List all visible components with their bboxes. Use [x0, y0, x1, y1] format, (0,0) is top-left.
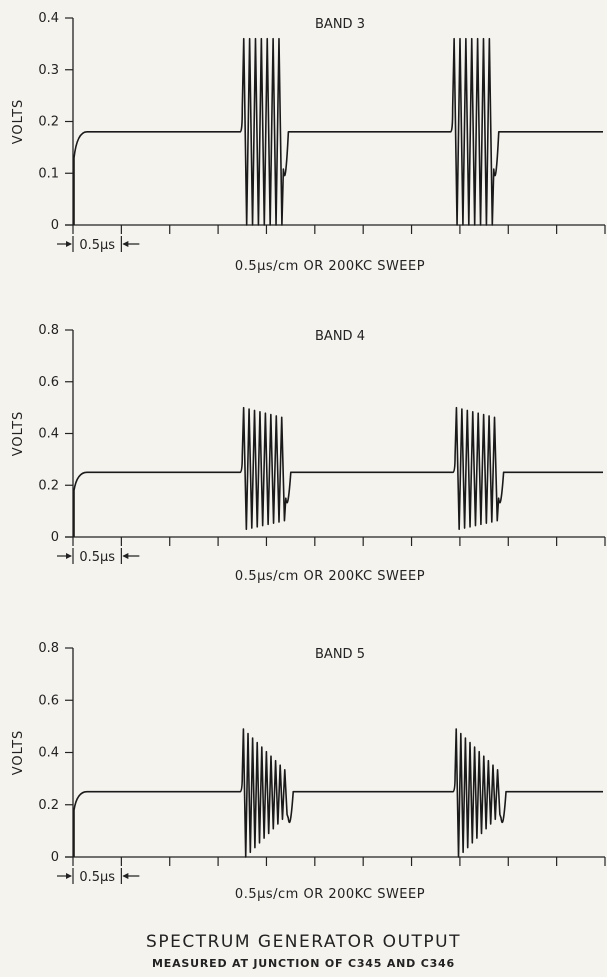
y-tick-label: 0.2: [38, 478, 59, 493]
y-tick-label: 0.4: [38, 11, 59, 26]
sweep-label: 0.5μs/cm OR 200KC SWEEP: [235, 569, 425, 584]
band-title: BAND 3: [315, 17, 365, 32]
scale-arrowhead-left: [66, 873, 72, 879]
y-tick-label: 0.2: [38, 115, 59, 130]
waveform-trace: [73, 37, 603, 226]
figure-caption-title: SPECTRUM GENERATOR OUTPUT: [146, 932, 461, 952]
y-axis-label: VOLTS: [11, 411, 26, 457]
y-tick-label: 0: [51, 530, 59, 545]
band-title: BAND 5: [315, 647, 365, 662]
waveform-trace: [73, 728, 603, 858]
y-tick-label: 0.4: [38, 746, 59, 761]
scale-arrowhead-right: [122, 873, 129, 879]
y-tick-label: 0.1: [38, 166, 59, 181]
figure-caption-subtitle: MEASURED AT JUNCTION OF C345 AND C346: [152, 957, 455, 970]
y-tick-label: 0.2: [38, 798, 59, 813]
chart-panel-3: 0 0.1 0.2 0.3 0.4 VOLTS BAND 3 0.5μs 0.5μs/cm OR…: [11, 11, 606, 274]
y-tick-label: 0: [51, 218, 59, 233]
y-tick-label: 0.8: [38, 323, 59, 338]
y-axis-label: VOLTS: [11, 730, 26, 776]
y-tick-label: 0: [51, 850, 59, 865]
scale-arrowhead-left: [66, 241, 72, 247]
chart-panel-5: 0 0.2 0.4 0.6 0.8 VOLTS BAND 5 0.5μs 0.5μs/cm OR…: [11, 641, 606, 902]
y-axis-label: VOLTS: [11, 99, 26, 145]
scale-marker-label: 0.5μs: [79, 550, 115, 565]
scale-marker-label: 0.5μs: [79, 238, 115, 253]
sweep-label: 0.5μs/cm OR 200KC SWEEP: [235, 259, 425, 274]
chart-panel-4: 0 0.2 0.4 0.6 0.8 VOLTS BAND 4 0.5μs 0.5μs/cm OR…: [11, 323, 606, 584]
y-tick-label: 0.8: [38, 641, 59, 656]
scale-arrowhead-right: [122, 241, 129, 247]
y-tick-label: 0.6: [38, 375, 59, 390]
y-tick-label: 0.4: [38, 427, 59, 442]
waveform-trace: [73, 406, 603, 537]
scale-arrowhead-right: [122, 553, 129, 559]
scale-arrowhead-left: [66, 553, 72, 559]
y-tick-label: 0.3: [38, 63, 59, 78]
band-title: BAND 4: [315, 329, 365, 344]
sweep-label: 0.5μs/cm OR 200KC SWEEP: [235, 887, 425, 902]
scale-marker-label: 0.5μs: [79, 870, 115, 885]
y-tick-label: 0.6: [38, 693, 59, 708]
